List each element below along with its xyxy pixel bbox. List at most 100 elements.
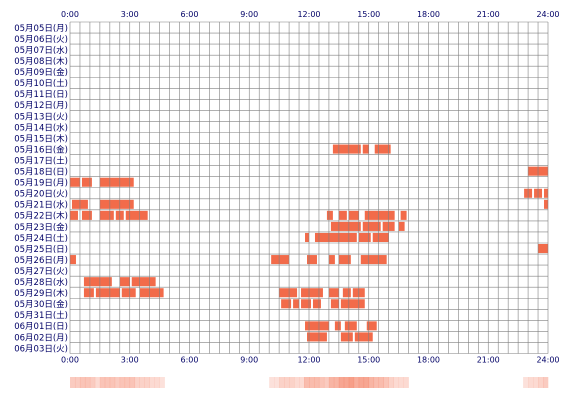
summary-strip-cell xyxy=(309,377,315,388)
day-label: 05月28日(水) xyxy=(14,277,68,288)
hour-tick-label-bottom: 15:00 xyxy=(357,356,380,365)
summary-strip-cell xyxy=(134,377,141,388)
summary-strip-cell xyxy=(119,377,126,388)
activity-block xyxy=(372,232,389,242)
activity-block xyxy=(99,210,114,220)
activity-block xyxy=(305,232,309,242)
hour-tick-label-top: 9:00 xyxy=(240,10,258,19)
summary-strip-cell xyxy=(353,377,360,388)
day-label: 06月03日(火) xyxy=(14,344,68,354)
summary-strip-cell xyxy=(318,377,325,388)
day-label: 06月01日(日) xyxy=(14,322,68,332)
day-label: 05月06日(火) xyxy=(14,35,68,45)
day-label: 05月15日(木) xyxy=(14,133,68,144)
day-label: 05月11日(日) xyxy=(14,90,68,100)
day-label: 05月18日(日) xyxy=(14,168,68,178)
activity-block xyxy=(362,221,381,231)
activity-block xyxy=(119,277,130,287)
summary-strip-cell xyxy=(543,377,549,388)
hour-labels-bottom: 0:00 3:00 6:00 9:00 12:00 15:00 18:00 21:00 24:0… xyxy=(61,356,560,365)
activity-block xyxy=(70,255,76,265)
activity-block xyxy=(374,144,391,154)
activity-block xyxy=(342,288,351,298)
summary-strip-cell xyxy=(109,377,116,388)
activity-block xyxy=(81,177,92,187)
day-label: 05月09日(金) xyxy=(14,67,68,78)
summary-strip-cell xyxy=(299,377,305,388)
summary-strip-cell xyxy=(70,377,76,388)
activity-block xyxy=(307,255,317,265)
activity-block xyxy=(121,288,136,298)
summary-strip-cell xyxy=(149,377,155,388)
summary-strip-cell xyxy=(289,377,295,388)
activity-block xyxy=(70,177,80,187)
activity-block xyxy=(544,188,548,198)
activity-block xyxy=(312,299,321,309)
hour-tick-label-bottom: 0:00 xyxy=(61,356,79,365)
hour-tick-label-top: 24:00 xyxy=(536,10,559,19)
activity-block xyxy=(305,321,329,331)
activity-block xyxy=(358,232,371,242)
activity-block xyxy=(314,232,357,242)
summary-strip-cell xyxy=(533,377,539,388)
activity-block xyxy=(307,332,327,342)
summary-strip-cell xyxy=(378,377,384,388)
hour-tick-label-top: 0:00 xyxy=(61,10,79,19)
summary-strip-cell xyxy=(89,377,96,388)
summary-strip-cell xyxy=(528,377,534,388)
day-label: 05月14日(水) xyxy=(14,122,68,133)
day-label: 05月19日(月) xyxy=(14,179,68,189)
day-label: 05月31日(土) xyxy=(14,310,68,321)
hour-tick-label-top: 18:00 xyxy=(417,10,440,19)
activity-block xyxy=(398,221,405,231)
summary-strip-cell xyxy=(99,377,106,388)
summary-strip-cell xyxy=(323,377,330,388)
hour-tick-label-bottom: 21:00 xyxy=(477,356,500,365)
activity-block xyxy=(125,210,148,220)
summary-strip-background xyxy=(70,377,548,388)
summary-strip-cell xyxy=(403,377,409,388)
summary-strip-cell xyxy=(104,377,111,388)
summary-strip-cell xyxy=(538,377,544,388)
activity-block xyxy=(338,210,347,220)
hour-labels-top: 0:00 3:00 6:00 9:00 12:00 15:00 18:00 21:00 24:0… xyxy=(61,10,560,19)
hour-tick-label-bottom: 6:00 xyxy=(181,356,199,365)
activity-block xyxy=(332,144,361,154)
hour-tick-label-top: 15:00 xyxy=(357,10,380,19)
activity-block xyxy=(340,332,353,342)
activity-block xyxy=(281,299,292,309)
activity-block xyxy=(301,288,323,298)
activity-block xyxy=(334,321,341,331)
summary-strip-cell xyxy=(294,377,300,388)
activity-block xyxy=(360,255,387,265)
hour-tick-label-top: 21:00 xyxy=(477,10,500,19)
activity-block xyxy=(271,255,290,265)
activity-block xyxy=(348,210,359,220)
hour-tick-label-top: 12:00 xyxy=(297,10,320,19)
hour-tick-label-top: 3:00 xyxy=(121,10,139,19)
summary-strip-cell xyxy=(523,377,529,388)
summary-strip-cell xyxy=(159,377,165,388)
summary-strip-cell xyxy=(114,377,121,388)
activity-block xyxy=(301,299,311,309)
activity-block xyxy=(344,321,357,331)
activity-block xyxy=(400,210,407,220)
summary-strip-cell xyxy=(373,377,380,388)
day-label: 05月29日(木) xyxy=(14,288,68,299)
summary-strip-cell xyxy=(338,377,345,388)
activity-block xyxy=(330,299,339,309)
summary-strip-cell xyxy=(383,377,389,388)
activity-block xyxy=(538,244,548,254)
summary-strip-cell xyxy=(304,377,310,388)
activity-block xyxy=(83,277,112,287)
activity-block xyxy=(362,144,369,154)
summary-strip-cell xyxy=(284,377,290,388)
day-label: 05月12日(月) xyxy=(14,101,68,111)
day-label: 05月08日(木) xyxy=(14,56,68,67)
hour-tick-label-top: 6:00 xyxy=(181,10,199,19)
hour-tick-label-bottom: 9:00 xyxy=(240,356,258,365)
summary-strip-cell xyxy=(154,377,160,388)
summary-strip-cell xyxy=(328,377,335,388)
activity-block xyxy=(95,288,120,298)
